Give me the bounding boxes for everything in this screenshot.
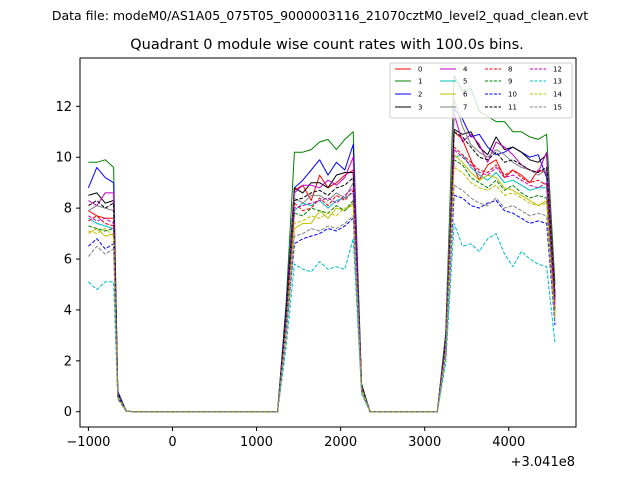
- series-line-9: [88, 159, 556, 413]
- legend-label-1: 1: [418, 78, 422, 86]
- y-tick-label: 2: [64, 354, 72, 369]
- legend-label-6: 6: [463, 91, 468, 99]
- y-tick-label: 0: [64, 405, 72, 420]
- series-layer: [87, 75, 556, 413]
- x-tick-label: −1000: [66, 435, 110, 450]
- y-tick-label: 10: [55, 151, 72, 166]
- legend-label-3: 3: [418, 104, 422, 112]
- legend-label-13: 13: [553, 78, 562, 86]
- y-tick-label: 4: [64, 303, 72, 318]
- y-tick-label: 12: [55, 100, 72, 115]
- plot-area: [79, 57, 577, 428]
- legend-label-8: 8: [508, 66, 512, 74]
- legend-label-10: 10: [508, 91, 517, 99]
- legend-label-4: 4: [463, 66, 468, 74]
- legend-label-2: 2: [418, 91, 422, 99]
- x-offset-label: +3.041e8: [511, 455, 575, 470]
- x-tick-label: 2000: [324, 435, 357, 450]
- legend-label-0: 0: [418, 66, 422, 74]
- x-tick-label: 3000: [408, 435, 441, 450]
- legend-label-9: 9: [508, 78, 512, 86]
- legend-box: [389, 62, 573, 119]
- legend-label-12: 12: [553, 66, 562, 74]
- chart-suptitle: Data file: modeM0/AS1A05_075T05_90000031…: [52, 8, 588, 23]
- x-axis: −1000 0 1000 2000 3000 4000: [66, 427, 525, 450]
- y-tick-label: 8: [64, 202, 72, 217]
- x-tick-label: 4000: [492, 435, 525, 450]
- y-axis: 0 2 4 6 8 10 12: [55, 100, 80, 420]
- legend-label-15: 15: [553, 104, 562, 112]
- y-tick-label: 6: [64, 253, 72, 268]
- chart-title: Quadrant 0 module wise count rates with …: [130, 37, 524, 53]
- legend-label-5: 5: [463, 78, 467, 86]
- legend-label-7: 7: [463, 104, 467, 112]
- x-tick-label: 0: [168, 435, 176, 450]
- series-line-8: [88, 146, 556, 413]
- legend-label-11: 11: [508, 104, 517, 112]
- plot-frame: [79, 57, 577, 428]
- series-line-15: [88, 184, 556, 413]
- x-tick-label: 1000: [240, 435, 273, 450]
- legend-label-14: 14: [553, 91, 562, 99]
